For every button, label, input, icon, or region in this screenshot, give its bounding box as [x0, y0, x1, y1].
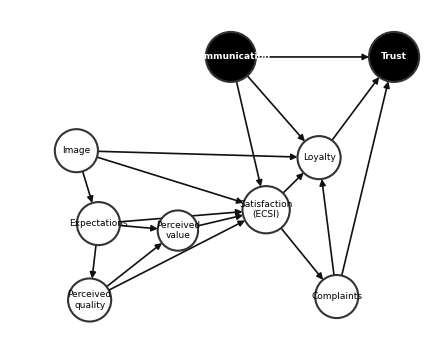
Ellipse shape	[55, 129, 98, 172]
Ellipse shape	[77, 202, 120, 245]
Text: Complaints: Complaints	[311, 292, 362, 301]
Ellipse shape	[68, 279, 111, 322]
Ellipse shape	[242, 186, 290, 233]
Ellipse shape	[315, 275, 358, 318]
Ellipse shape	[206, 32, 256, 82]
Text: Expectations: Expectations	[69, 219, 128, 228]
Text: Image: Image	[62, 146, 91, 155]
Text: Perceived
quality: Perceived quality	[67, 290, 112, 310]
Ellipse shape	[369, 32, 419, 82]
Text: Perceived
value: Perceived value	[156, 221, 200, 240]
Text: Communication: Communication	[191, 52, 270, 62]
Ellipse shape	[297, 136, 341, 179]
Ellipse shape	[158, 210, 198, 251]
Text: Satisfaction
(ECSI): Satisfaction (ECSI)	[239, 200, 293, 219]
Text: Trust: Trust	[381, 52, 407, 62]
Text: Loyalty: Loyalty	[303, 153, 336, 162]
